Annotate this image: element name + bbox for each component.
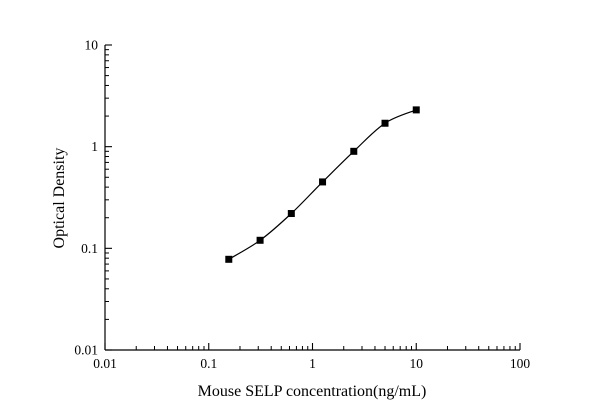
x-tick-label: 0.1 [200,356,217,371]
data-point-marker [225,255,233,263]
data-point-marker [381,119,389,127]
data-point-marker [350,147,358,155]
x-tick-label: 1 [309,356,316,371]
y-tick-label: 1 [91,139,98,154]
x-tick-label: 100 [510,356,531,371]
data-point-marker [412,106,420,114]
data-point-marker [256,236,264,244]
y-tick-label: 10 [85,38,99,53]
y-axis-title: Optical Density [51,147,68,249]
x-axis-title: Mouse SELP concentration(ng/mL) [197,383,427,400]
data-point-marker [287,210,295,218]
data-point-marker [319,178,327,186]
y-tick-label: 0.1 [81,241,98,256]
x-tick-label: 10 [410,356,424,371]
y-tick-label: 0.01 [74,343,98,358]
x-tick-label: 0.01 [93,356,117,371]
